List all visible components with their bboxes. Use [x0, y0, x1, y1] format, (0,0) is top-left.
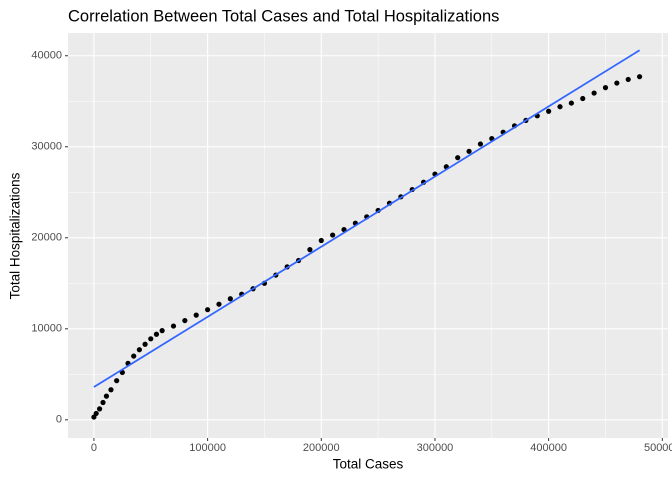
point	[108, 387, 114, 393]
point	[580, 95, 586, 102]
y-tick-label: 30000	[31, 141, 62, 153]
point	[93, 410, 99, 417]
y-tick-label: 20000	[31, 232, 62, 244]
trend-line	[93, 49, 641, 388]
point	[97, 406, 103, 412]
point	[602, 85, 609, 91]
point	[131, 353, 137, 359]
point	[227, 296, 233, 302]
point	[466, 148, 472, 154]
point	[557, 104, 563, 110]
point	[307, 247, 313, 253]
point	[216, 301, 222, 307]
point	[114, 378, 120, 384]
marks	[91, 49, 643, 420]
point	[318, 237, 324, 244]
point	[100, 399, 106, 406]
point	[193, 312, 199, 318]
chart-title: Correlation Between Total Cases and Tota…	[68, 7, 499, 25]
y-tick-label: 40000	[31, 50, 62, 62]
grid	[68, 33, 668, 438]
point	[159, 328, 165, 334]
point	[153, 331, 160, 337]
point	[568, 100, 574, 106]
x-tick-label: 300000	[417, 442, 454, 454]
point	[625, 76, 631, 83]
x-tick-label: 100000	[189, 442, 226, 454]
point	[142, 341, 148, 347]
point	[182, 317, 188, 324]
point	[204, 307, 211, 313]
point	[170, 323, 177, 329]
x-tick-label: 200000	[303, 442, 340, 454]
point	[636, 74, 643, 80]
point	[136, 347, 142, 353]
y-axis-title: Total Hospitalizations	[8, 172, 23, 299]
point	[591, 90, 597, 96]
x-axis-title: Total Cases	[333, 457, 404, 472]
y-tick-label: 0	[56, 414, 62, 426]
panel	[68, 33, 668, 438]
x-tick-label: 400000	[530, 442, 567, 454]
point	[148, 336, 154, 342]
point	[614, 80, 620, 86]
point	[546, 108, 552, 114]
y-tick-label: 10000	[31, 323, 62, 335]
x-tick-label: 0	[91, 442, 97, 454]
point	[455, 155, 461, 161]
point	[477, 141, 484, 147]
point	[103, 393, 110, 399]
point	[330, 232, 336, 238]
